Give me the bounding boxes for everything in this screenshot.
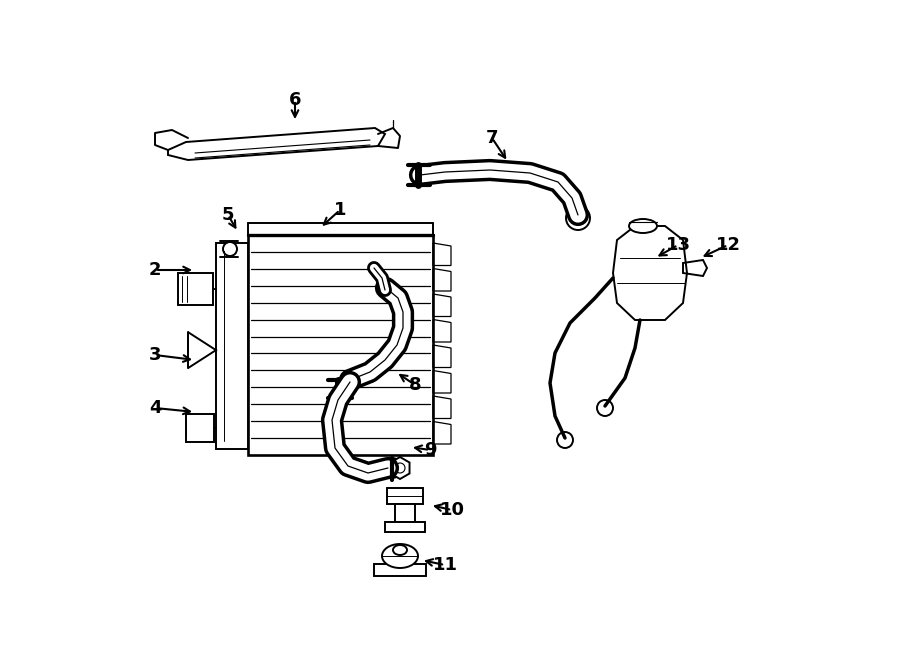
Text: 7: 7 [486, 129, 499, 147]
Bar [385, 522, 425, 532]
Circle shape [557, 432, 573, 448]
Bar [374, 564, 426, 576]
Circle shape [566, 206, 590, 230]
Bar [387, 488, 423, 504]
Text: 5: 5 [221, 206, 234, 224]
Bar [186, 414, 214, 442]
Ellipse shape [393, 545, 407, 555]
Bar [178, 273, 213, 305]
Text: 2: 2 [148, 261, 161, 279]
Polygon shape [613, 226, 687, 320]
Text: 13: 13 [665, 236, 690, 254]
Circle shape [382, 458, 402, 478]
Text: 8: 8 [409, 376, 421, 394]
Text: 12: 12 [716, 236, 741, 254]
Text: 3: 3 [148, 346, 161, 364]
Circle shape [223, 242, 237, 256]
Text: 6: 6 [289, 91, 302, 109]
Text: 9: 9 [424, 441, 436, 459]
Polygon shape [168, 128, 385, 160]
Text: 1: 1 [334, 201, 346, 219]
Bar [395, 504, 415, 522]
Ellipse shape [382, 544, 418, 568]
Text: 4: 4 [148, 399, 161, 417]
Circle shape [395, 463, 405, 473]
Bar [248, 235, 433, 455]
Ellipse shape [629, 219, 657, 233]
Text: 10: 10 [439, 501, 464, 519]
Text: 11: 11 [433, 556, 457, 574]
Polygon shape [391, 457, 410, 479]
Bar [216, 243, 248, 449]
Circle shape [597, 400, 613, 416]
